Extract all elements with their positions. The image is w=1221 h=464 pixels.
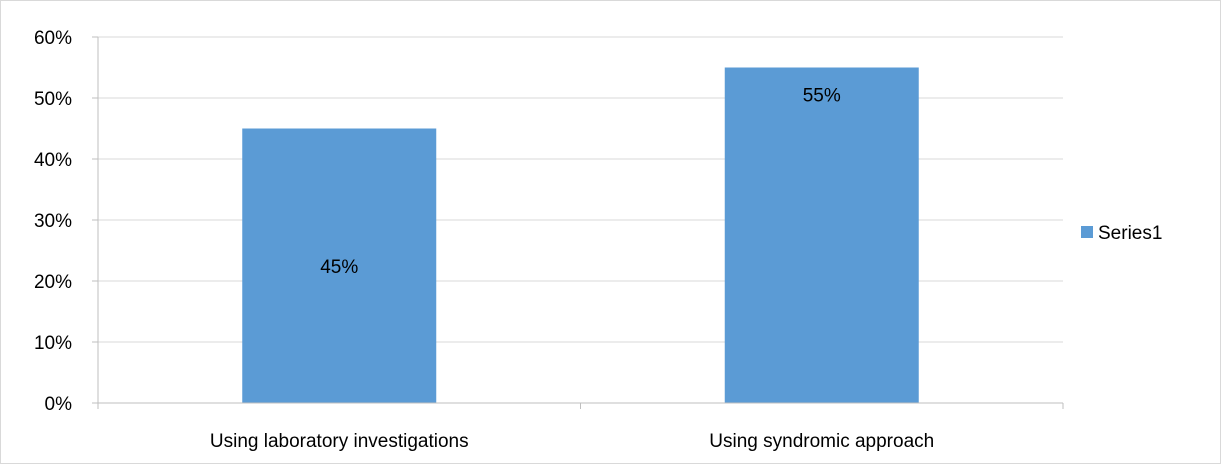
y-tick-label: 50% <box>34 89 72 110</box>
data-labels: 45% 55% <box>320 86 841 278</box>
y-tick-label: 10% <box>34 333 72 354</box>
legend: Series1 <box>1081 223 1162 244</box>
bars <box>242 67 919 403</box>
legend-swatch <box>1081 226 1093 238</box>
y-tick-label: 30% <box>34 211 72 232</box>
y-tick-label: 60% <box>34 28 72 49</box>
x-tick-label: Using syndromic approach <box>709 431 934 452</box>
bar <box>724 67 919 403</box>
x-tick-label: Using laboratory investigations <box>210 431 469 452</box>
legend-label: Series1 <box>1098 223 1162 244</box>
y-axis-ticks: 0% 10% 20% 30% 40% 50% 60% <box>34 28 98 415</box>
y-tick-label: 20% <box>34 272 72 293</box>
y-tick-label: 0% <box>45 394 73 415</box>
data-label: 45% <box>320 257 358 278</box>
x-axis <box>97 37 1064 409</box>
y-tick-label: 40% <box>34 150 72 171</box>
bar <box>242 128 437 403</box>
data-label: 55% <box>803 86 841 107</box>
x-axis-ticks: Using laboratory investigations Using syn… <box>210 431 934 452</box>
